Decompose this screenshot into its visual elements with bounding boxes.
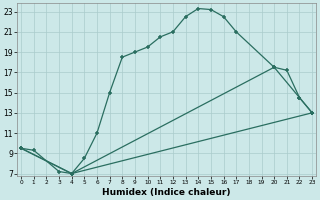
X-axis label: Humidex (Indice chaleur): Humidex (Indice chaleur) (102, 188, 231, 197)
